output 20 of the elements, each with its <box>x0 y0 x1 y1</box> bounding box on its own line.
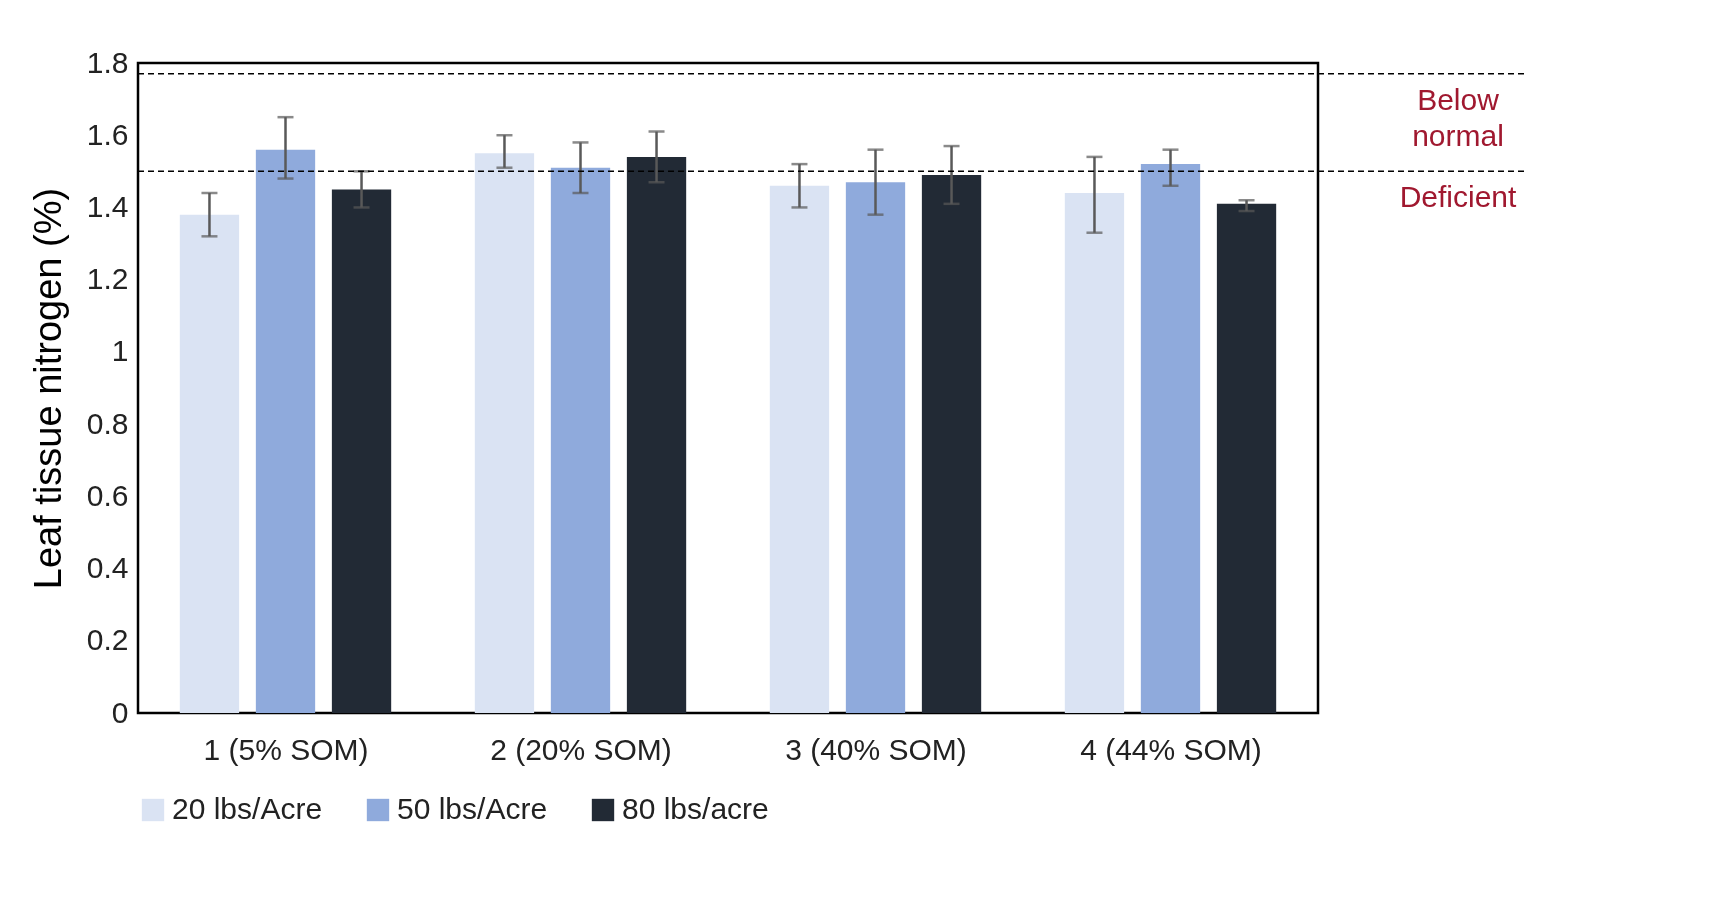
x-tick-label: 1 (5% SOM) <box>203 732 369 766</box>
x-tick-label: 3 (40% SOM) <box>785 732 967 766</box>
y-tick-label: 0 <box>111 695 129 729</box>
y-axis-title: Leaf tissue nitrogen (%) <box>26 187 69 590</box>
legend-label: 20 lbs/Acre <box>172 792 323 825</box>
y-tick-label: 0.4 <box>86 551 129 585</box>
y-tick-label: 1.2 <box>86 262 129 296</box>
ref-line-label: Below normal <box>1412 82 1504 152</box>
y-tick-label: 1.8 <box>86 45 129 79</box>
legend-label: 80 lbs/acre <box>622 792 769 825</box>
x-tick-label: 2 (20% SOM) <box>490 732 672 766</box>
y-tick-label: 1.6 <box>86 117 129 151</box>
y-tick-label: 0.2 <box>86 623 129 657</box>
ref-line-label: Deficient <box>1399 180 1518 214</box>
legend-label: 50 lbs/Acre <box>397 792 548 825</box>
y-tick-label: 0.6 <box>86 478 129 512</box>
x-tick-label: 4 (44% SOM) <box>1080 732 1262 766</box>
y-tick-label: 0.8 <box>86 406 129 440</box>
y-tick-label: 1.4 <box>86 189 129 223</box>
y-tick-label: 1 <box>111 334 129 368</box>
